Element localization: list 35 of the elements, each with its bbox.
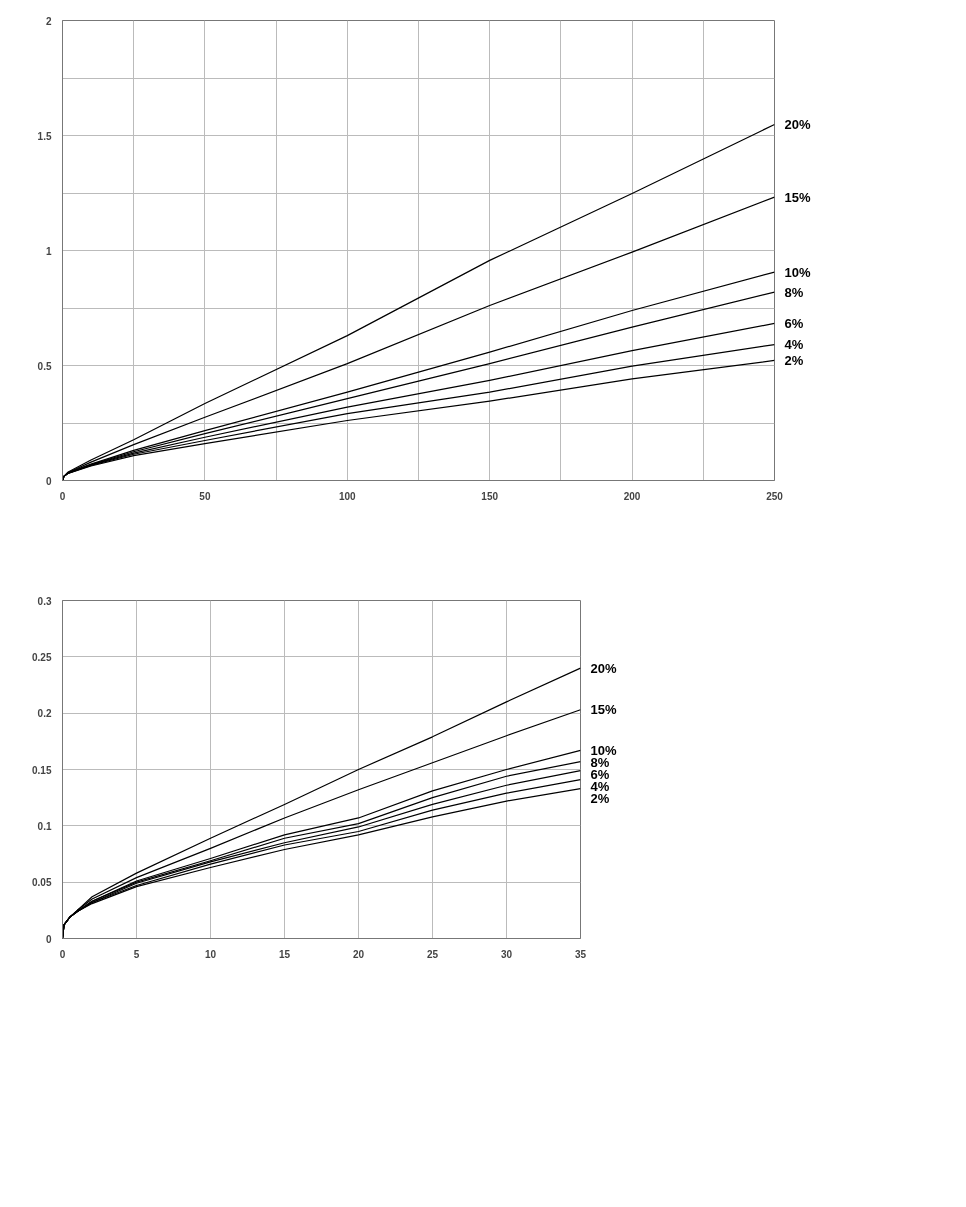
y-tick-label: 0	[45, 933, 52, 945]
x-tick-label: 0	[59, 490, 66, 502]
y-tick-label: 0.3	[37, 595, 52, 607]
x-tick-label: 35	[574, 948, 587, 960]
x-tick-label: 100	[338, 490, 357, 502]
series-label: 6%	[784, 315, 804, 331]
x-tick-label: 15	[278, 948, 291, 960]
x-tick-label: 10	[204, 948, 217, 960]
y-tick-label: 0.15	[32, 764, 52, 776]
y-tick-label: 0.05	[32, 877, 52, 889]
series-label: 20%	[590, 660, 617, 676]
y-tick-label: 0.25	[32, 651, 52, 663]
series-label: 2%	[784, 352, 804, 368]
y-tick-label: 1.5	[37, 130, 52, 142]
x-tick-label: 150	[481, 490, 499, 502]
y-tick-label: 0	[45, 475, 52, 487]
y-tick-label: 0.5	[37, 360, 52, 372]
x-tick-label: 50	[199, 490, 211, 502]
series-label: 4%	[784, 337, 804, 353]
series-label: 20%	[784, 116, 811, 132]
x-tick-label: 0	[59, 948, 66, 960]
y-tick-label: 0.1	[37, 820, 52, 832]
series-label: 10%	[784, 264, 811, 280]
x-tick-label: 25	[426, 948, 439, 960]
series-label: 8%	[784, 284, 804, 300]
x-tick-label: 200	[623, 490, 641, 502]
y-tick-label: 1	[45, 245, 52, 257]
x-tick-label: 250	[766, 490, 784, 502]
series-label: 15%	[590, 702, 617, 718]
y-tick-label: 2	[45, 15, 52, 27]
series-label: 15%	[784, 189, 811, 205]
y-tick-label: 0.2	[37, 708, 52, 720]
x-tick-label: 5	[133, 948, 140, 960]
x-tick-label: 30	[500, 948, 513, 960]
x-tick-label: 20	[352, 948, 365, 960]
